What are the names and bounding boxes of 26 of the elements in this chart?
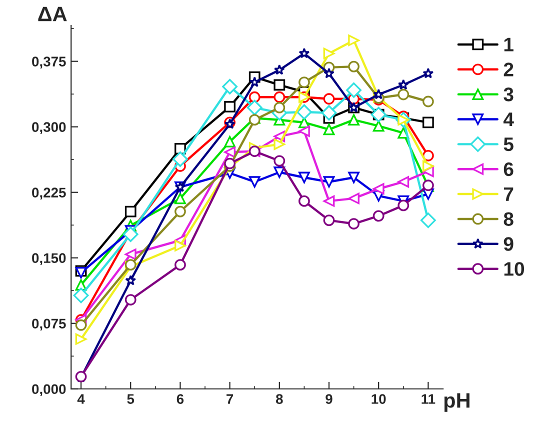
legend-label: 8 xyxy=(504,212,514,226)
y-axis-title: ΔA xyxy=(38,6,67,22)
y-tick-label: 0,075 xyxy=(32,318,66,331)
y-tick-label: 0,150 xyxy=(32,253,66,266)
x-tick-label: 6 xyxy=(176,394,184,404)
x-tick-label: 11 xyxy=(422,394,436,404)
y-tick-label: 0,375 xyxy=(32,56,66,68)
legend-label: 5 xyxy=(504,138,514,152)
legend-label: 1 xyxy=(504,38,514,52)
x-axis-title: pH xyxy=(444,393,470,412)
legend-label: 6 xyxy=(504,162,514,176)
x-tick-label: 10 xyxy=(372,394,386,404)
x-tick-label: 8 xyxy=(276,394,283,404)
x-tick-label: 4 xyxy=(77,394,85,404)
legend-label: 7 xyxy=(504,187,514,201)
y-tick-label: 0,300 xyxy=(32,122,66,134)
legend-label: 10 xyxy=(504,262,524,276)
legend-label: 3 xyxy=(504,88,514,102)
y-tick-label: 0,225 xyxy=(32,188,66,200)
legend-label: 9 xyxy=(504,237,514,251)
y-tick-label: 0,000 xyxy=(32,384,66,396)
legend-label: 2 xyxy=(504,62,514,76)
x-tick-label: 5 xyxy=(127,394,134,404)
x-tick-label: 9 xyxy=(326,394,332,404)
x-tick-label: 7 xyxy=(226,394,234,404)
legend-label: 4 xyxy=(503,112,514,126)
